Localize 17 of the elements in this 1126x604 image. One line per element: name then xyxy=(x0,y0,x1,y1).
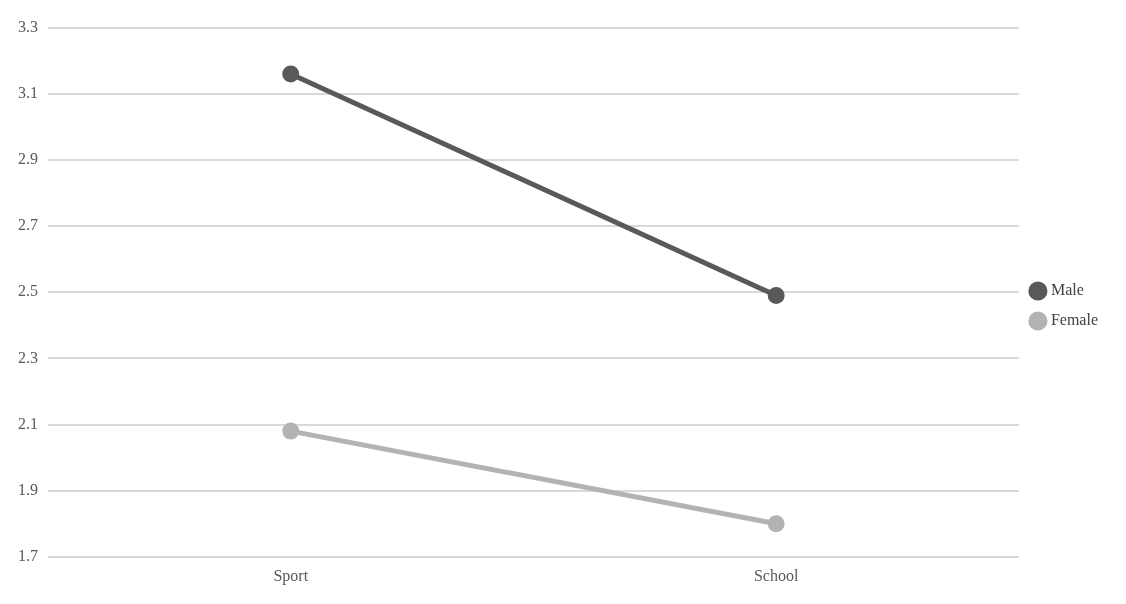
legend-label: Female xyxy=(1050,311,1098,329)
y-tick-label: 1.9 xyxy=(18,480,38,498)
point xyxy=(767,515,785,533)
x-tick-label: Sport xyxy=(273,566,309,585)
y-tick-label: 2.7 xyxy=(18,216,38,234)
legend-label: Male xyxy=(1050,281,1084,299)
point xyxy=(282,65,300,83)
point xyxy=(767,287,785,305)
point xyxy=(282,422,300,440)
y-tick-label: 2.1 xyxy=(18,414,38,432)
y-tick-label: 2.9 xyxy=(18,150,38,168)
y-tick-label: 1.7 xyxy=(18,547,38,564)
y-tick-label: 3.3 xyxy=(18,17,38,35)
y-tick-label: 3.1 xyxy=(18,83,38,101)
x-tick-label: School xyxy=(753,566,799,584)
y-tick-label: 2.5 xyxy=(18,282,38,300)
y-tick-label: 2.3 xyxy=(18,348,38,366)
